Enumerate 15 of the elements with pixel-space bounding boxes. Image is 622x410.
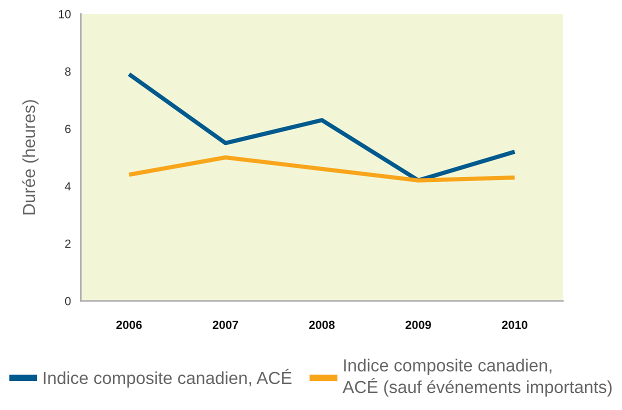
y-axis-title: Durée (heures) xyxy=(22,100,39,214)
y-tick-label: 0 xyxy=(65,296,71,306)
x-tick-label: 2009 xyxy=(406,320,431,330)
y-tick-label: 10 xyxy=(58,10,71,18)
legend-label: Indice composite canadien, ACÉ (sauf événements importants) xyxy=(342,358,612,397)
y-tick-label: 6 xyxy=(65,124,71,134)
y-tick-label: 8 xyxy=(65,67,71,76)
y-tick-label: 2 xyxy=(65,240,71,248)
legend-label: Indice composite canadien, ACÉ xyxy=(44,368,292,388)
x-tick-label: 2008 xyxy=(309,320,335,330)
x-tick-label: 2010 xyxy=(502,320,528,330)
x-tick-label: 2006 xyxy=(116,320,142,330)
y-tick-label: 4 xyxy=(64,182,71,190)
x-tick-label: 2007 xyxy=(212,320,238,330)
line-series xyxy=(126,155,517,182)
